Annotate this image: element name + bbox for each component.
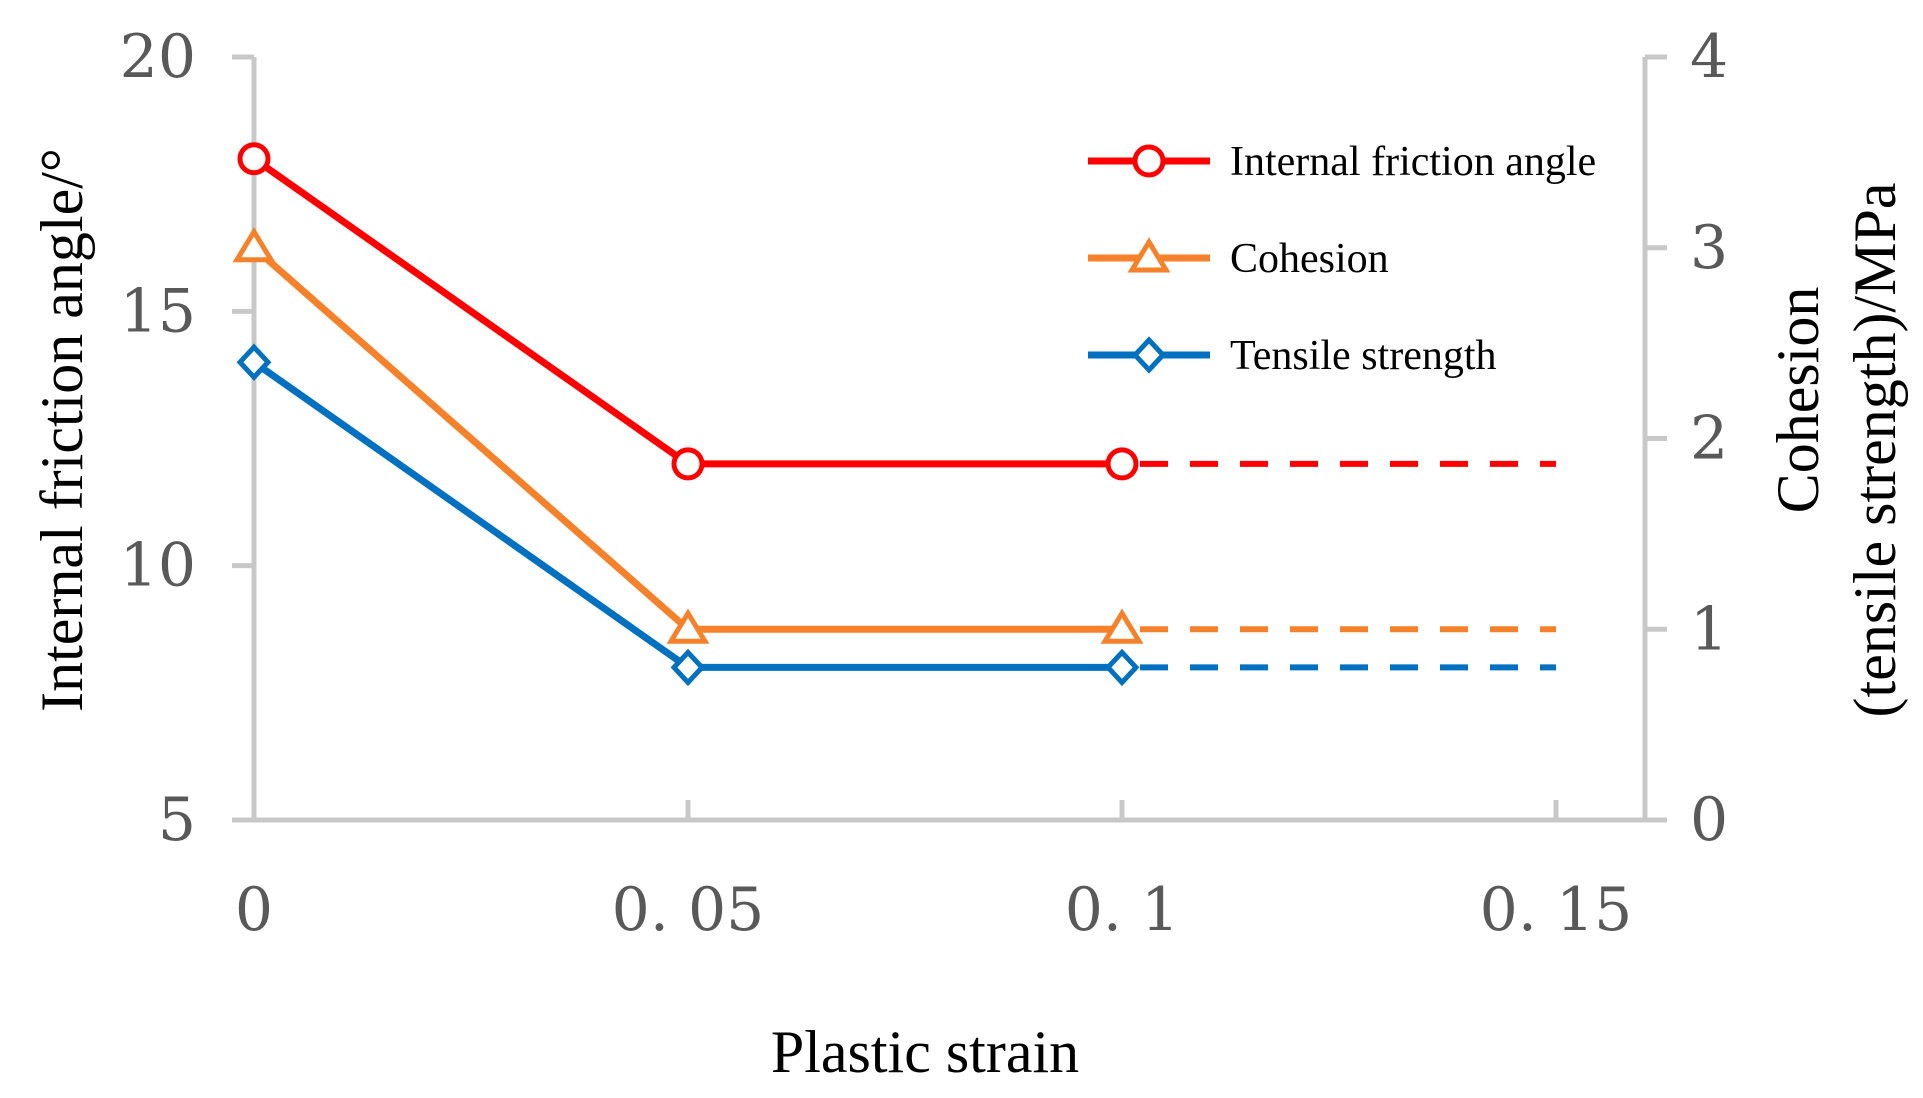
data-point-cohesion bbox=[666, 608, 710, 644]
series-line-internal-friction-angle bbox=[251, 155, 1122, 468]
x-tick-label: 0. 15 bbox=[1480, 875, 1633, 945]
data-point-internal-friction-angle bbox=[237, 142, 271, 176]
y-tick-label: 5 bbox=[158, 785, 196, 855]
legend-label-cohesion: Cohesion bbox=[1230, 236, 1389, 282]
y2-tick-label: 2 bbox=[1690, 404, 1728, 474]
y2-tick-label: 3 bbox=[1690, 213, 1728, 283]
y2-axis-title-line1: Cohesion bbox=[1765, 287, 1831, 514]
y2-tick-label: 4 bbox=[1690, 22, 1728, 92]
legend-label-internal-friction-angle: Internal friction angle bbox=[1230, 139, 1596, 185]
data-point-internal-friction-angle bbox=[1105, 447, 1139, 481]
legend-marker-tensile-strength bbox=[1131, 336, 1167, 374]
y2-axis-title-line2: (tensile strength)/MPa bbox=[1842, 183, 1908, 718]
y-axis-title: Internal friction angle/° bbox=[29, 148, 95, 712]
data-point-tensile-strength bbox=[1104, 648, 1140, 687]
y-tick-label: 15 bbox=[120, 276, 196, 346]
legend-marker-internal-friction-angle bbox=[1132, 144, 1166, 178]
data-point-tensile-strength bbox=[236, 343, 272, 381]
legend-label-tensile-strength: Tensile strength bbox=[1230, 333, 1497, 379]
data-point-tensile-strength bbox=[670, 648, 706, 687]
legend: Internal friction angle Cohesion Tensile s… bbox=[1088, 139, 1596, 379]
series-line-cohesion bbox=[251, 245, 1122, 633]
y-tick-label: 20 bbox=[120, 22, 196, 92]
y-tick-label: 10 bbox=[120, 531, 196, 601]
x-tick-label: 0. 1 bbox=[1065, 875, 1180, 945]
legend-marker-cohesion bbox=[1127, 237, 1171, 273]
x-tick-label: 0. 05 bbox=[612, 875, 765, 945]
data-point-cohesion bbox=[232, 226, 276, 263]
x-tick-label: 0 bbox=[235, 875, 273, 945]
axes: 5 10 15 20 0 1 2 3 4 0 0. 05 0. 1 0. 15 bbox=[120, 22, 1729, 945]
y2-tick-label: 1 bbox=[1690, 594, 1728, 664]
data-point-internal-friction-angle bbox=[671, 447, 705, 481]
data-point-cohesion bbox=[1100, 608, 1144, 644]
plot-series bbox=[232, 142, 1556, 687]
y2-tick-label: 0 bbox=[1690, 785, 1728, 855]
x-axis-title: Plastic strain bbox=[771, 1019, 1079, 1085]
